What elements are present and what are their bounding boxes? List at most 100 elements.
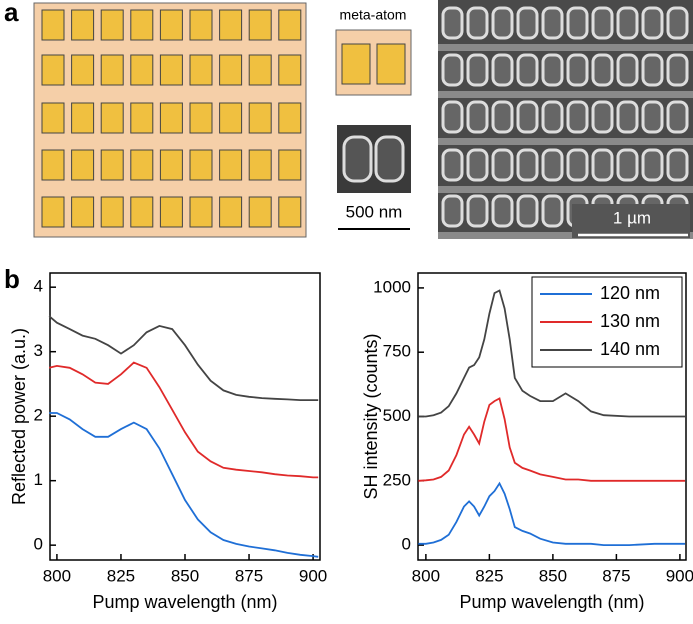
array-bar <box>101 10 123 40</box>
array-bar <box>220 55 242 85</box>
sem-pillar <box>493 8 512 38</box>
sem-ridge <box>438 186 693 193</box>
sem-pillar <box>518 196 537 226</box>
array-bar <box>42 10 64 40</box>
sem-pillar <box>643 8 662 38</box>
array-bar <box>131 10 153 40</box>
array-bar <box>131 197 153 227</box>
array-bar <box>72 197 94 227</box>
x-tick-label: 800 <box>412 566 440 585</box>
array-bar <box>279 10 301 40</box>
array-bar <box>72 55 94 85</box>
sem-pillar <box>643 150 662 180</box>
sem-pillar <box>518 102 537 132</box>
array-bar <box>160 10 182 40</box>
array-bar <box>279 103 301 133</box>
y-tick-label: 2 <box>34 406 43 425</box>
array-bar <box>190 150 212 180</box>
array-bar <box>279 55 301 85</box>
y-tick-label: 3 <box>34 341 43 360</box>
panel-label: b <box>4 264 20 294</box>
sem-pillar <box>568 8 587 38</box>
y-axis-label: Reflected power (a.u.) <box>9 328 29 505</box>
array-bar <box>42 197 64 227</box>
scale-bar-label: 500 nm <box>346 202 403 221</box>
sem-pillar <box>593 150 612 180</box>
meta-atom-label: meta-atom <box>340 7 407 23</box>
sem-pillar <box>668 102 687 132</box>
sem-pillar <box>468 55 487 85</box>
array-bar <box>190 55 212 85</box>
sem-pillar <box>593 8 612 38</box>
y-tick-label: 0 <box>34 535 43 554</box>
x-tick-label: 850 <box>539 566 567 585</box>
sem-ridge <box>438 91 693 98</box>
sem-pillar <box>668 55 687 85</box>
sem-pillar <box>443 8 462 38</box>
sem-ridge <box>438 44 693 51</box>
y-tick-label: 1000 <box>373 277 411 296</box>
x-axis-label: Pump wavelength (nm) <box>92 592 277 612</box>
array-bar <box>101 150 123 180</box>
legend-label: 130 nm <box>600 311 660 331</box>
array-bar <box>249 150 271 180</box>
array-bar <box>72 10 94 40</box>
sem-pillar <box>543 196 562 226</box>
array-bar <box>131 55 153 85</box>
array-bar <box>160 55 182 85</box>
sem-pillar <box>443 102 462 132</box>
array-bar <box>131 150 153 180</box>
array-bar <box>101 197 123 227</box>
array-bar <box>220 197 242 227</box>
sem-pillar <box>493 55 512 85</box>
series-line <box>49 413 318 557</box>
y-axis-label: SH intensity (counts) <box>361 333 381 499</box>
sem-pillar <box>618 55 637 85</box>
sem-pillar <box>643 55 662 85</box>
x-tick-label: 875 <box>602 566 630 585</box>
meta-atom-bar <box>342 44 370 84</box>
array-bar <box>72 150 94 180</box>
x-tick-label: 825 <box>107 566 135 585</box>
legend-label: 140 nm <box>600 339 660 359</box>
sem-pillar <box>443 150 462 180</box>
sem-pillar <box>643 102 662 132</box>
array-bar <box>131 103 153 133</box>
array-bar <box>42 150 64 180</box>
sem-pillar <box>493 196 512 226</box>
x-tick-label: 800 <box>43 566 71 585</box>
sem-pillar <box>593 55 612 85</box>
array-bar <box>101 103 123 133</box>
figure: a b meta-atom 500 nm 1 µm 80082585087590… <box>0 0 693 619</box>
sem-pillar <box>668 8 687 38</box>
y-tick-label: 500 <box>383 406 411 425</box>
sem-pillar <box>493 150 512 180</box>
array-bar <box>160 103 182 133</box>
array-bar <box>190 197 212 227</box>
sem-pillar <box>443 55 462 85</box>
sem-ridge <box>438 138 693 145</box>
array-bar <box>279 197 301 227</box>
legend-label: 120 nm <box>600 283 660 303</box>
sem-pillar <box>468 196 487 226</box>
array-bar <box>42 103 64 133</box>
y-tick-label: 750 <box>383 342 411 361</box>
x-tick-label: 825 <box>475 566 503 585</box>
sem-pillar <box>443 196 462 226</box>
sem-pillar <box>493 102 512 132</box>
sem-pillar <box>618 8 637 38</box>
y-tick-label: 1 <box>34 470 43 489</box>
sem-pillar <box>518 8 537 38</box>
array-bar <box>249 10 271 40</box>
meta-atom-bar <box>377 44 405 84</box>
x-tick-label: 850 <box>171 566 199 585</box>
scale-bar-label: 1 µm <box>613 208 651 227</box>
sem-pillar <box>518 150 537 180</box>
sem-pillar <box>518 55 537 85</box>
array-bar <box>101 55 123 85</box>
sem-pillar <box>468 102 487 132</box>
array-bar <box>279 150 301 180</box>
sem-pillar <box>468 8 487 38</box>
array-bar <box>42 55 64 85</box>
array-bar <box>249 103 271 133</box>
